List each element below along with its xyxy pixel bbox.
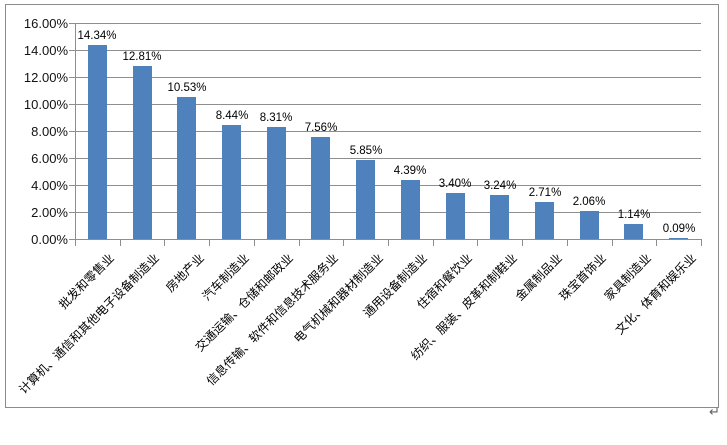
- bar-value-label: 8.31%: [259, 112, 293, 124]
- bar: [311, 137, 330, 239]
- y-tick-label: 12.00%: [23, 70, 68, 85]
- gridline: [75, 185, 701, 186]
- bar: [222, 125, 241, 239]
- bar-value-label: 12.81%: [122, 51, 162, 63]
- bar: [401, 180, 420, 239]
- y-axis-tick: [69, 50, 75, 51]
- bar: [356, 160, 375, 239]
- gridline: [75, 212, 701, 213]
- x-axis-tick: [299, 239, 300, 246]
- x-axis-tick: [433, 239, 434, 246]
- bar-value-label: 3.24%: [483, 180, 517, 192]
- y-axis-tick: [69, 212, 75, 213]
- bar: [535, 202, 554, 239]
- x-axis-tick: [612, 239, 613, 246]
- y-axis-tick: [69, 23, 75, 24]
- bar-value-label: 7.56%: [304, 122, 338, 134]
- y-tick-label: 6.00%: [31, 151, 68, 166]
- paragraph-mark: ↵: [709, 404, 720, 419]
- x-axis-tick: [254, 239, 255, 246]
- x-axis-tick: [656, 239, 657, 246]
- bar: [88, 45, 107, 239]
- y-tick-label: 10.00%: [23, 97, 68, 112]
- bar-value-label: 0.09%: [662, 223, 696, 235]
- bar: [490, 195, 509, 239]
- bar: [267, 127, 286, 239]
- bar-value-label: 1.14%: [617, 209, 651, 221]
- x-axis-tick: [120, 239, 121, 246]
- y-axis-tick: [69, 239, 75, 240]
- gridline: [75, 131, 701, 132]
- x-axis-tick: [75, 239, 76, 246]
- y-tick-label: 0.00%: [31, 232, 68, 247]
- y-axis-tick: [69, 158, 75, 159]
- y-axis-tick: [69, 131, 75, 132]
- y-axis-tick: [69, 104, 75, 105]
- x-axis-tick: [388, 239, 389, 246]
- y-tick-label: 16.00%: [23, 16, 68, 31]
- gridline: [75, 104, 701, 105]
- y-tick-label: 8.00%: [31, 124, 68, 139]
- x-axis-tick: [343, 239, 344, 246]
- y-tick-label: 4.00%: [31, 178, 68, 193]
- x-axis-tick: [701, 239, 702, 246]
- y-axis-tick: [69, 185, 75, 186]
- bar-value-label: 5.85%: [349, 145, 383, 157]
- bar-value-label: 8.44%: [215, 110, 249, 122]
- gridline: [75, 50, 701, 51]
- gridline: [75, 158, 701, 159]
- bar-value-label: 2.06%: [572, 196, 606, 208]
- bar: [624, 224, 643, 239]
- bar: [133, 66, 152, 239]
- x-axis-tick: [567, 239, 568, 246]
- bar-value-label: 2.71%: [528, 187, 562, 199]
- y-tick-label: 14.00%: [23, 43, 68, 58]
- bar: [669, 238, 688, 239]
- bar: [446, 193, 465, 239]
- x-axis-tick: [209, 239, 210, 246]
- bar: [580, 211, 599, 239]
- bar-value-label: 14.34%: [77, 30, 117, 42]
- y-tick-label: 2.00%: [31, 205, 68, 220]
- gridline: [75, 77, 701, 78]
- chart-area[interactable]: 16.00% 14.00% 12.00% 10.00% 8.00% 6.00% 4.00% 2…: [5, 4, 719, 408]
- bar-value-label: 4.39%: [393, 165, 427, 177]
- bar-value-label: 10.53%: [167, 82, 207, 94]
- bar: [177, 97, 196, 239]
- x-axis-tick: [164, 239, 165, 246]
- x-axis-tick: [522, 239, 523, 246]
- y-axis: [75, 23, 76, 240]
- document-page: 16.00% 14.00% 12.00% 10.00% 8.00% 6.00% 4.00% 2…: [5, 4, 720, 419]
- gridline: [75, 23, 701, 24]
- bar-value-label: 3.40%: [438, 178, 472, 190]
- x-axis-tick: [477, 239, 478, 246]
- y-axis-tick: [69, 77, 75, 78]
